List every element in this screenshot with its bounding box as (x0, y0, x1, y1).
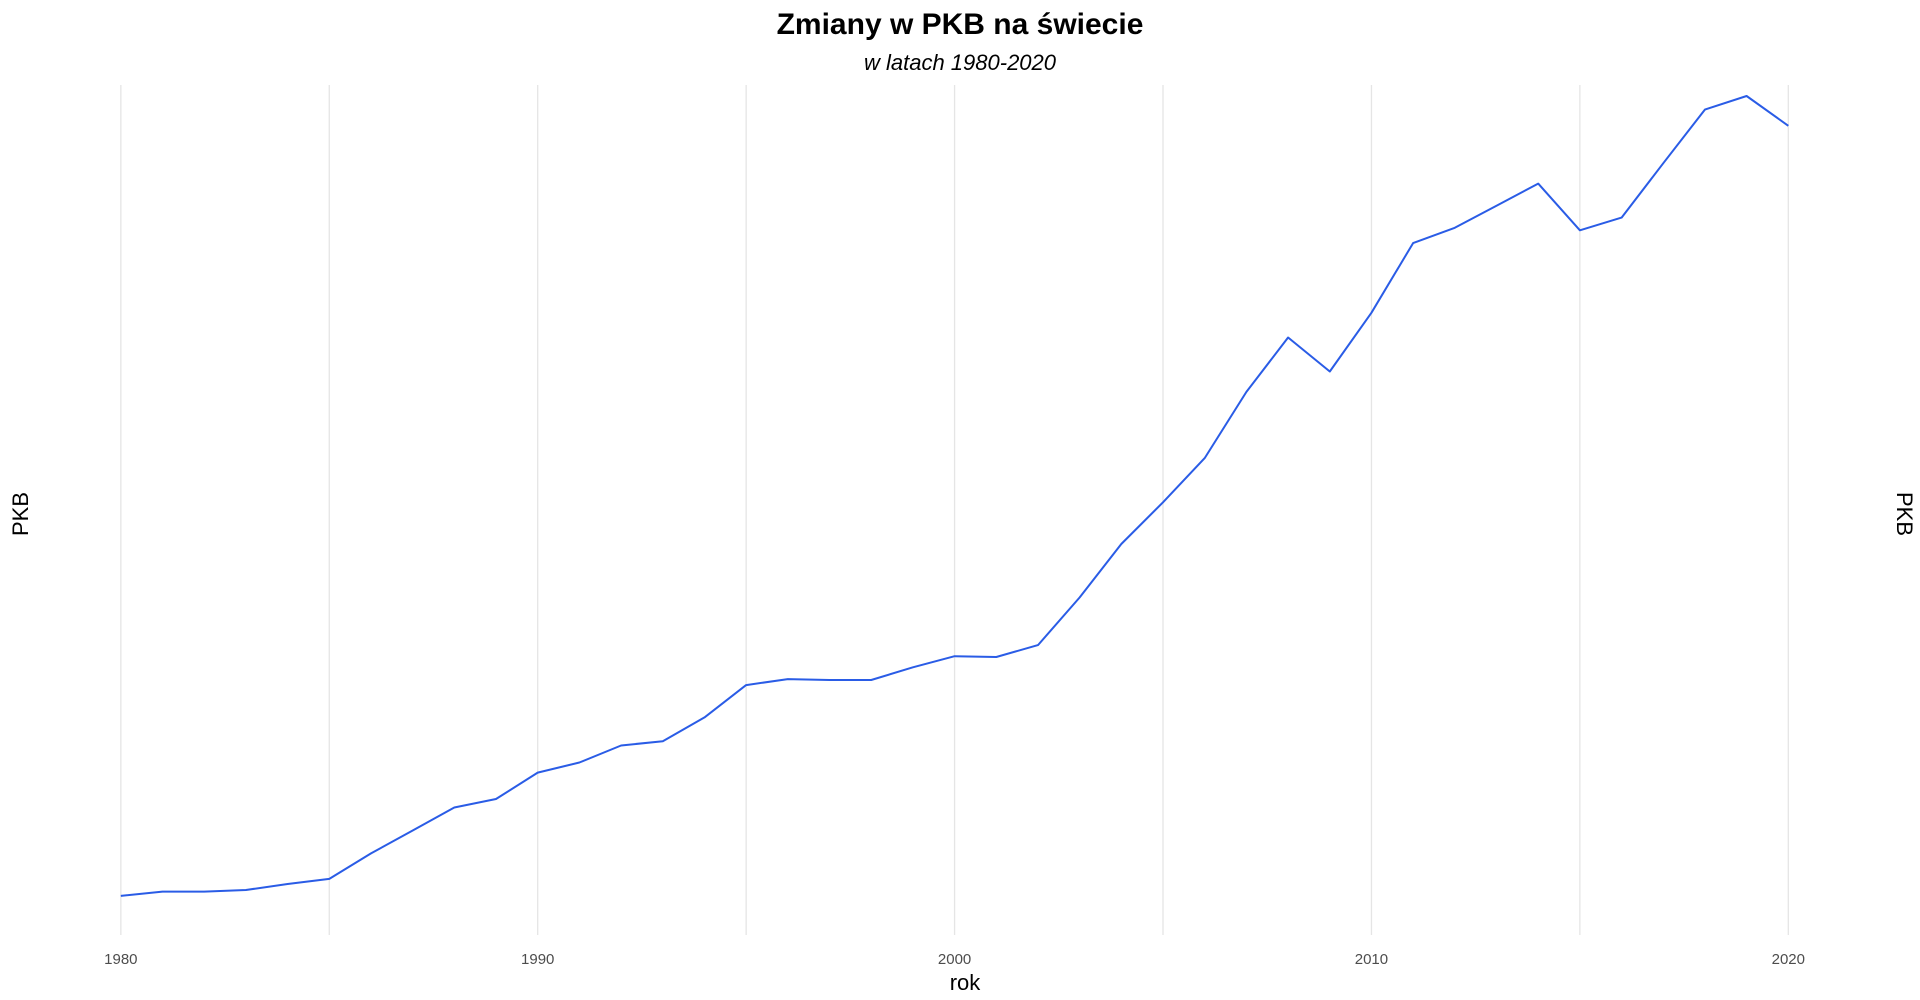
x-axis-label: rok (950, 970, 982, 995)
x-tick-label: 2000 (938, 951, 971, 968)
y-axis-label: PKB (8, 492, 33, 536)
x-tick-label: 2020 (1772, 951, 1805, 968)
x-axis-ticks: 1980 1990 2000 2010 2020 (104, 951, 1805, 968)
x-tick-label: 1990 (521, 951, 554, 968)
grid (120, 85, 1789, 935)
x-tick-label: 2010 (1355, 951, 1388, 968)
y-axis-label-secondary: PKB (1892, 492, 1917, 536)
chart-title: Zmiany w PKB na świecie (777, 8, 1144, 41)
chart-subtitle: w latach 1980-2020 (864, 50, 1057, 75)
series-line (120, 95, 1789, 897)
x-tick-label: 1980 (104, 951, 137, 968)
